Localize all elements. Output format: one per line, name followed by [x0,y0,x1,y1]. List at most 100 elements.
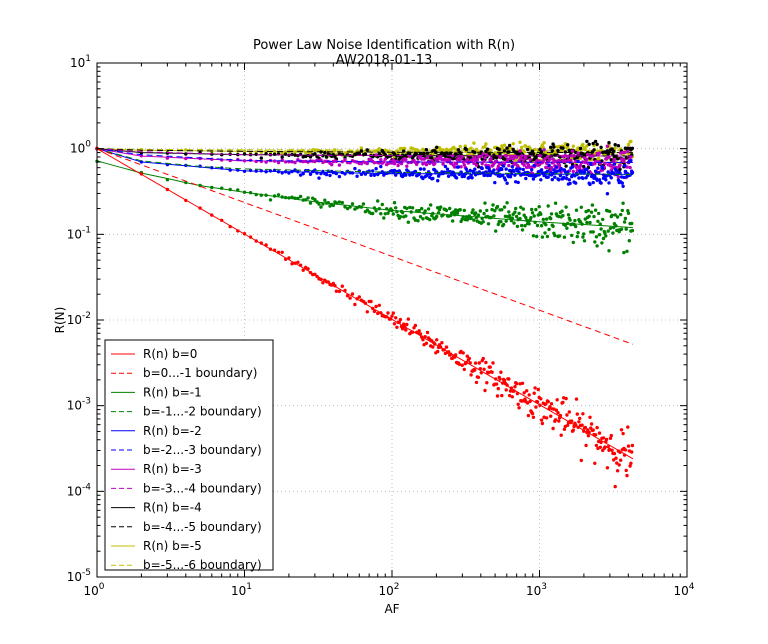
data-point-bm1 [608,209,612,214]
data-point-bm4 [502,149,507,153]
y-axis-label: R(N) [53,307,67,334]
data-point-b0 [544,402,548,406]
data-point-bm2 [524,176,528,181]
data-point-bm1 [606,229,610,233]
data-point-bm1 [493,209,497,213]
data-point-bm1 [589,210,594,214]
data-point-bm4 [259,156,263,160]
data-point-bm1 [544,223,548,227]
chart-title: Power Law Noise Identification with R(n) [253,38,515,53]
data-point-bm1 [268,198,273,202]
data-point-bm1 [524,215,528,220]
data-point-bm4 [566,143,570,147]
data-point-bm4 [497,147,501,152]
data-point-bm1 [306,196,310,200]
data-point-bm2 [574,181,578,185]
data-point-bm3 [511,157,515,161]
data-point-bm3 [572,154,576,158]
data-point-bm1 [453,208,458,212]
data-point-bm5 [524,144,528,148]
data-point-bm2 [585,167,589,172]
data-point-bm1 [337,200,342,204]
data-point-bm1 [379,212,383,216]
data-point-bm1 [507,210,511,214]
data-point-bm1 [608,226,613,230]
data-point-bm2 [550,177,554,182]
data-point-bm4 [507,143,512,148]
data-point-bm4 [612,149,616,153]
data-point-bm1 [589,230,593,234]
data-point-bm1 [547,227,551,232]
data-point-bm1 [573,218,577,223]
data-point-b0 [490,370,494,374]
data-point-b0 [465,354,469,358]
data-point-bm3 [489,157,493,161]
data-point-bm1 [504,219,508,223]
data-point-bm1 [421,217,425,221]
data-point-bm2 [298,173,303,177]
data-point-b0 [591,428,595,432]
data-point-b0 [376,311,380,316]
data-point-bm1 [546,204,550,208]
data-point-bm2 [530,173,535,178]
fit-line-bm5 [96,148,633,154]
data-point-bm2 [586,171,591,175]
data-point-bm2 [431,176,435,181]
data-point-b0 [630,450,634,454]
data-point-bm5 [629,139,633,144]
data-point-bm1 [570,233,574,238]
boundary-line-b0 [96,148,634,345]
data-point-b0 [575,412,579,416]
data-point-bm1 [613,213,617,217]
data-point-bm1 [518,216,522,221]
data-point-bm2 [596,166,600,170]
data-point-b0 [613,484,617,489]
data-point-bm2 [530,168,534,172]
data-point-bm2 [456,165,461,169]
legend-boundary-label: b=-5...-6 boundary) [143,558,262,572]
data-point-b0 [551,426,555,431]
data-point-bm1 [544,217,549,221]
data-point-bm1 [313,197,317,202]
data-point-bm2 [508,175,513,179]
data-point-bm4 [551,142,555,146]
data-point-b0 [629,461,633,465]
data-point-bm2 [355,174,359,178]
data-point-b0 [321,281,325,285]
data-point-bm1 [574,224,578,229]
data-point-bm1 [429,203,433,207]
data-point-b0 [599,440,603,445]
data-point-bm5 [359,146,364,150]
data-point-bm1 [495,204,500,209]
data-point-b0 [502,378,507,383]
data-point-bm2 [468,168,472,173]
data-point-bm4 [564,164,568,168]
data-point-bm5 [469,146,473,150]
data-point-bm3 [551,157,555,161]
data-point-bm1 [515,224,520,229]
data-point-bm1 [585,220,589,225]
data-point-b0 [469,373,473,377]
data-point-b0 [340,284,344,288]
data-point-bm3 [441,162,445,166]
data-point-b0 [507,377,511,381]
data-point-bm3 [422,157,426,161]
y-tick-label: 10-3 [67,397,91,413]
data-point-bm5 [472,141,476,145]
data-point-bm1 [465,218,469,222]
data-point-bm1 [413,218,418,222]
y-tick-label: 100 [70,140,91,156]
data-point-bm2 [558,173,563,178]
data-point-bm1 [451,219,455,223]
data-point-b0 [395,325,399,329]
data-point-bm5 [403,146,407,151]
data-point-bm3 [548,157,552,161]
data-point-bm4 [613,143,617,147]
data-point-bm1 [308,201,313,205]
data-point-bm5 [333,148,337,152]
data-point-bm2 [454,176,459,180]
data-point-bm4 [456,148,461,152]
data-point-bm2 [328,173,332,178]
data-point-b0 [540,421,545,426]
data-point-bm2 [505,181,509,185]
